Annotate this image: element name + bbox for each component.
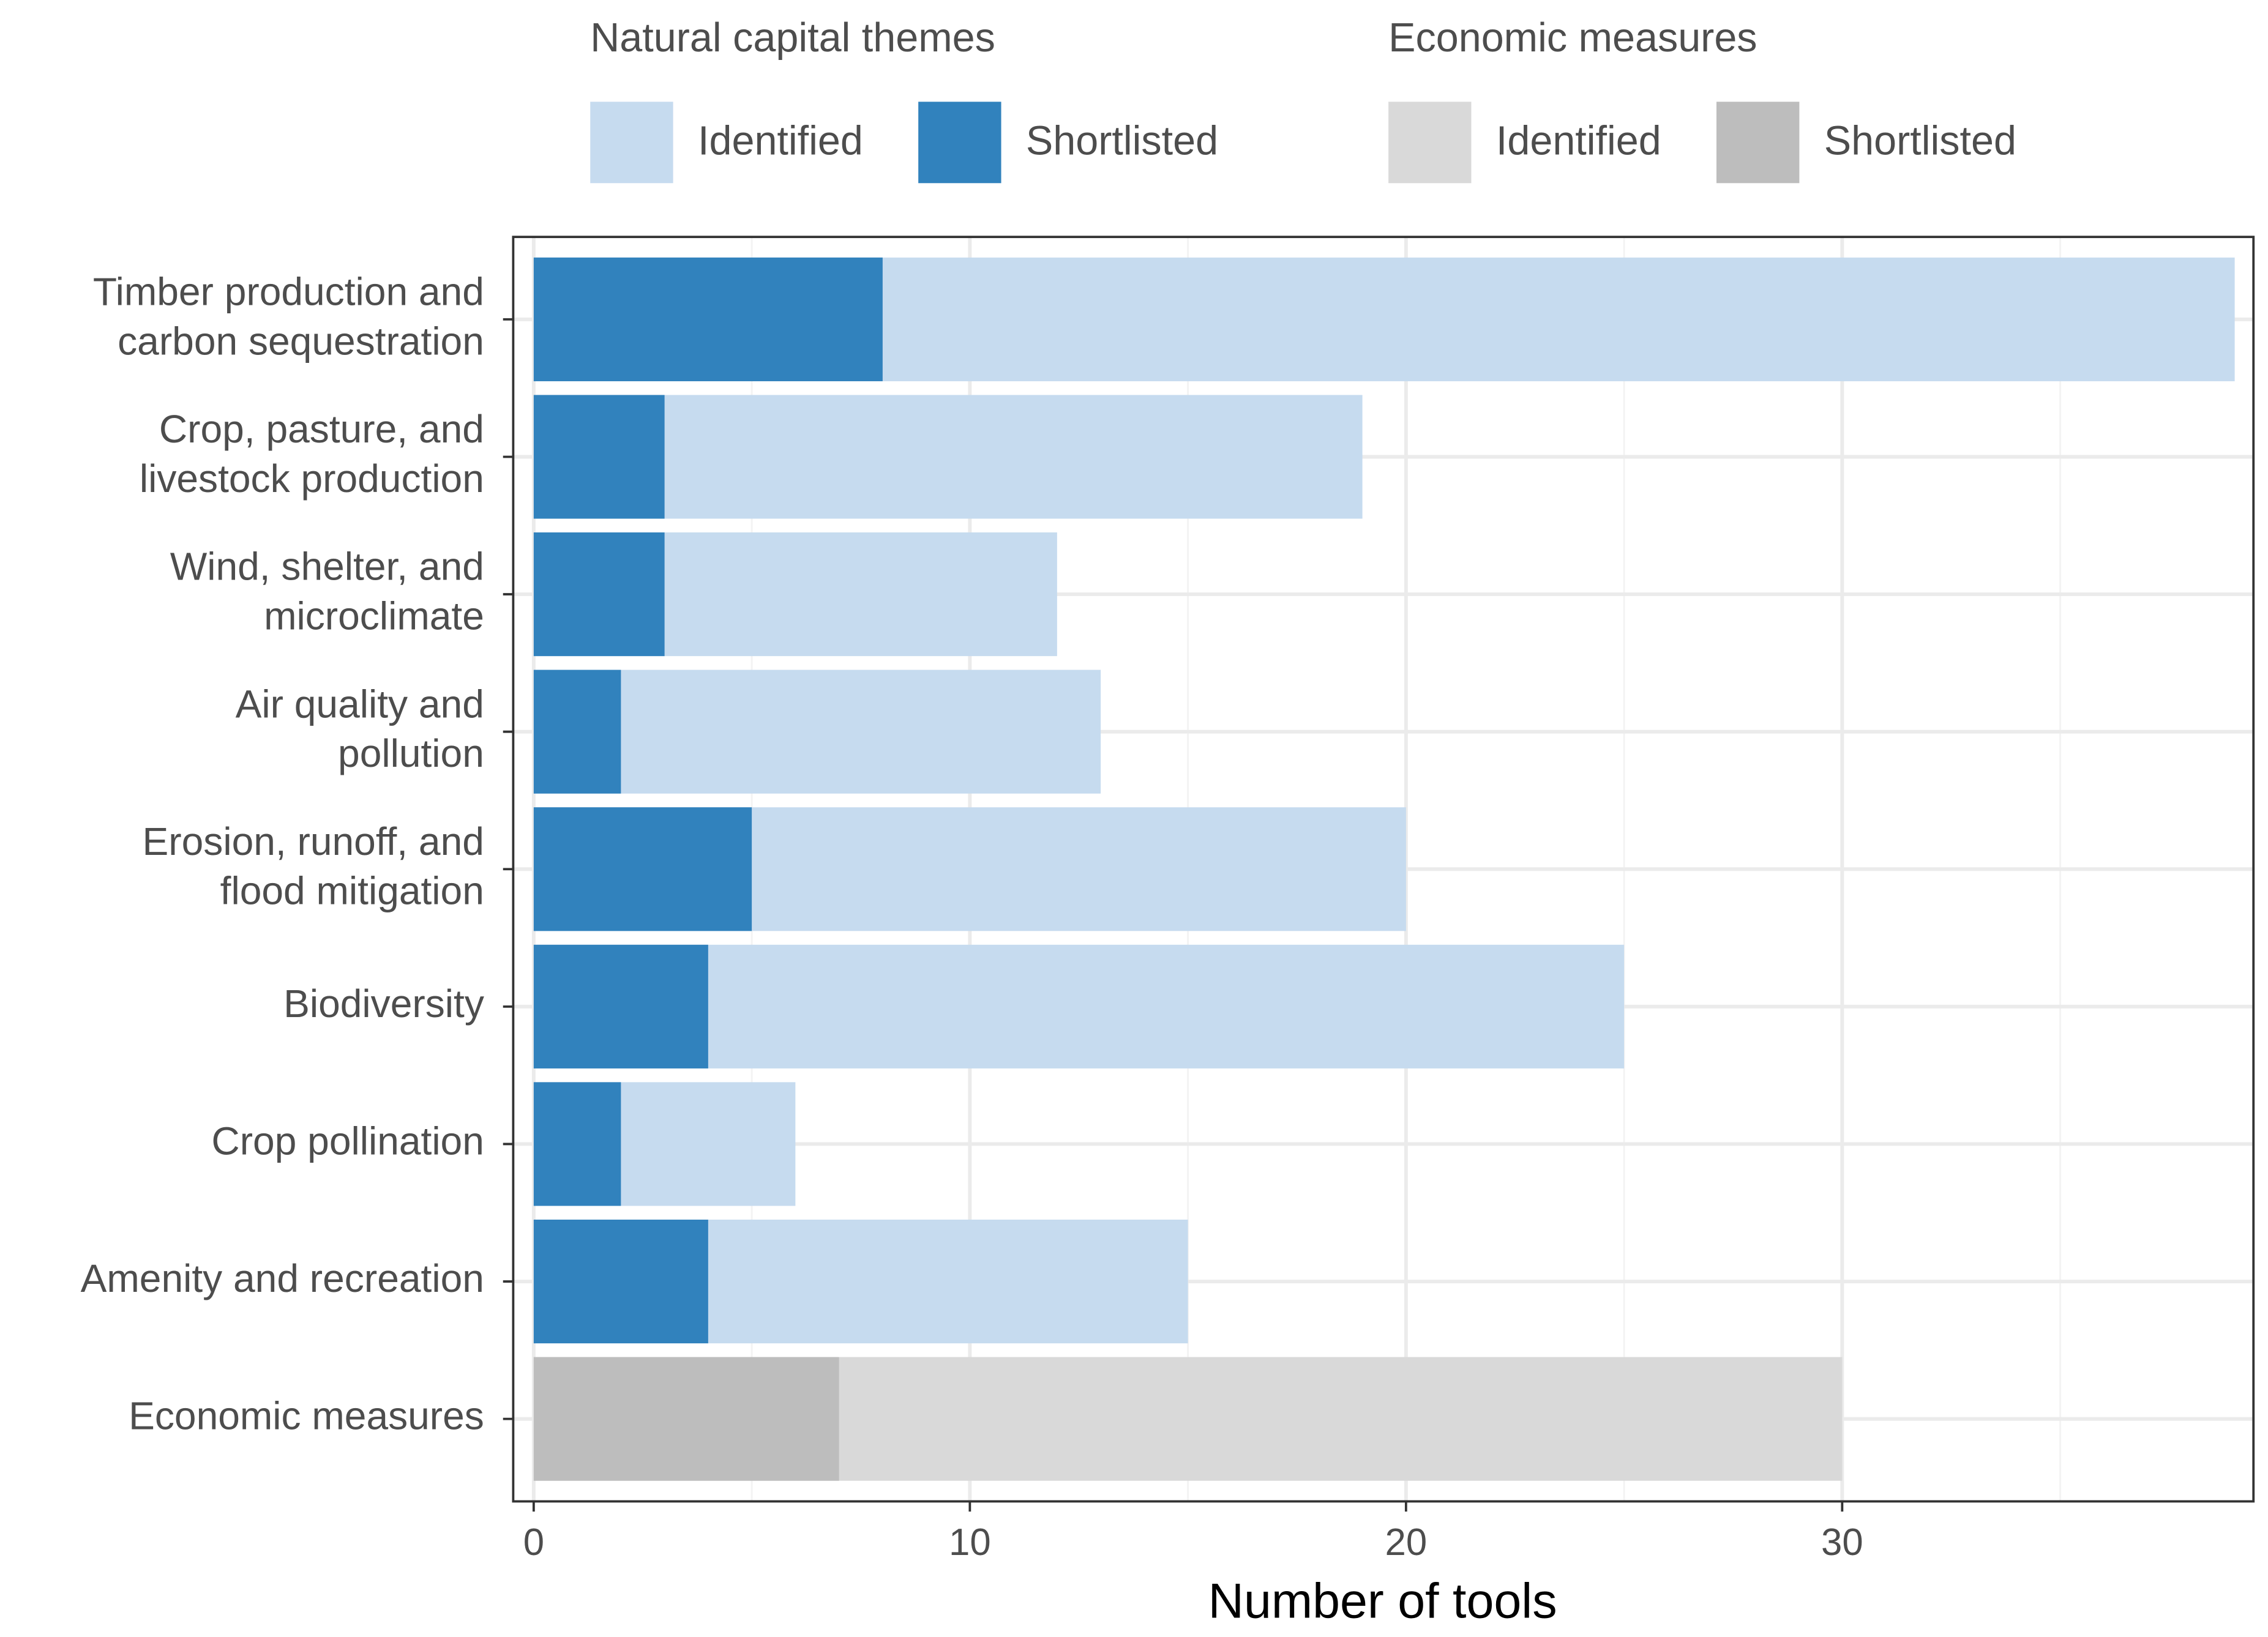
legend-label: Identified: [1496, 119, 1661, 164]
x-tick-label: 20: [1385, 1521, 1428, 1564]
y-tick-label: Erosion, runoff, and flood mitigation: [143, 819, 484, 913]
legend-label: Identified: [698, 119, 863, 164]
legend-label: Shortlisted: [1824, 119, 2016, 164]
y-tick-label: Air quality and pollution: [236, 682, 484, 775]
x-tick-label: 30: [1821, 1521, 1863, 1564]
legend-key: [918, 102, 1001, 184]
bar: [533, 1357, 839, 1481]
x-axis-title: Number of tools: [1208, 1573, 1557, 1628]
y-tick-label: Timber production and carbon sequestratio…: [93, 269, 484, 363]
bar: [533, 257, 883, 381]
bar: [533, 669, 621, 794]
legend-key: [1716, 102, 1800, 184]
bar: [533, 395, 665, 519]
bar: [533, 944, 708, 1068]
bar: [533, 395, 1363, 519]
y-tick-label: Crop pollination: [211, 1119, 484, 1163]
legend-label: Shortlisted: [1026, 119, 1218, 164]
legend-key: [1388, 102, 1472, 184]
y-tick-label: Amenity and recreation: [81, 1256, 484, 1300]
bar: [533, 669, 1101, 794]
bar: [533, 944, 1625, 1068]
x-tick-label: 0: [523, 1521, 544, 1564]
bar: [533, 807, 752, 931]
y-tick-label: Economic measures: [129, 1394, 484, 1438]
y-tick-label: Crop, pasture, and livestock production: [140, 407, 484, 501]
bar: [533, 1082, 621, 1206]
legend-key: [590, 102, 673, 184]
y-tick-label: Biodiversity: [283, 982, 484, 1026]
legend-title: Natural capital themes: [590, 15, 995, 61]
y-tick-label: Wind, shelter, and microclimate: [170, 545, 484, 638]
bar: [533, 532, 665, 657]
bar: [533, 1219, 708, 1344]
legend-title: Economic measures: [1388, 15, 1757, 61]
x-tick-label: 10: [949, 1521, 991, 1564]
